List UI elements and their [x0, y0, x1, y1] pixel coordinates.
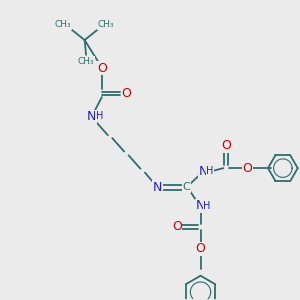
- Text: H: H: [206, 166, 214, 176]
- Text: N: N: [196, 200, 205, 212]
- Text: O: O: [242, 162, 252, 175]
- Text: N: N: [153, 181, 162, 194]
- Text: CH₃: CH₃: [55, 20, 71, 29]
- Text: O: O: [221, 139, 231, 152]
- Text: H: H: [96, 111, 103, 122]
- Text: CH₃: CH₃: [98, 20, 114, 29]
- Text: C: C: [183, 182, 190, 193]
- Text: N: N: [87, 110, 96, 123]
- Text: O: O: [172, 220, 182, 233]
- Text: O: O: [196, 242, 206, 256]
- Text: CH₃: CH₃: [78, 57, 94, 66]
- Text: O: O: [121, 87, 131, 100]
- Text: N: N: [199, 165, 208, 178]
- Text: H: H: [203, 201, 211, 211]
- Text: O: O: [97, 62, 107, 75]
